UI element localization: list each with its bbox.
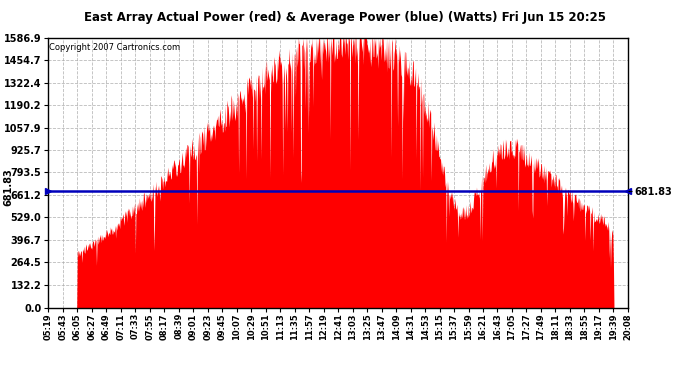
Text: 681.83: 681.83 [3, 169, 13, 206]
Text: Copyright 2007 Cartronics.com: Copyright 2007 Cartronics.com [50, 43, 181, 52]
Text: East Array Actual Power (red) & Average Power (blue) (Watts) Fri Jun 15 20:25: East Array Actual Power (red) & Average … [84, 11, 606, 24]
